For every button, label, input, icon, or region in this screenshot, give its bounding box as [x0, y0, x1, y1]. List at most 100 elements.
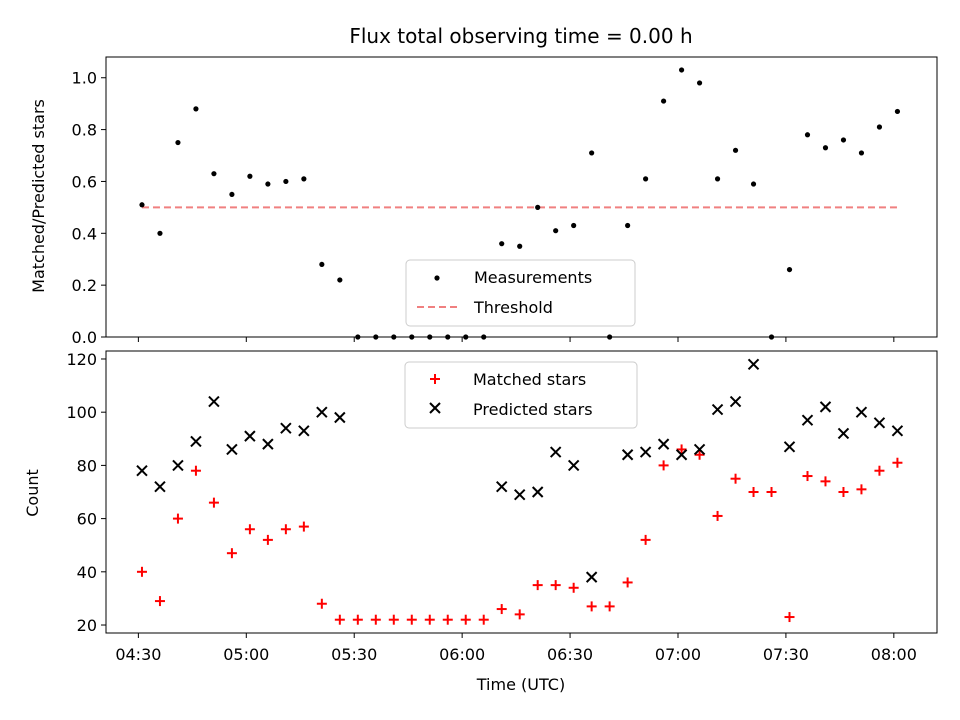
predicted-star-point: [729, 395, 742, 408]
matched-star-point: [424, 614, 435, 625]
measurement-point: [301, 176, 307, 182]
measurement-point: [696, 80, 703, 86]
predicted-star-point: [657, 438, 670, 450]
matched-star-point: [622, 577, 633, 588]
matched-star-point: [334, 614, 345, 625]
predicted-star-point: [334, 411, 346, 424]
measurement-point: [229, 191, 235, 198]
matched-star-point: [820, 476, 831, 487]
predicted-star-point: [891, 425, 904, 437]
measurement-point: [211, 171, 217, 177]
legend-measurements-marker: [434, 275, 440, 281]
matched-star-point: [478, 614, 489, 625]
measurement-point: [157, 230, 163, 236]
matched-star-point: [226, 548, 237, 559]
measurement-point: [714, 176, 721, 182]
top-subplot: Flux total observing time = 0.00 h Match…: [29, 24, 938, 347]
measurement-point: [804, 132, 811, 138]
predicted-star-point: [154, 480, 166, 493]
predicted-star-point: [873, 417, 886, 429]
measurement-point: [283, 178, 289, 185]
bottom-x-tick-label: 06:30: [547, 645, 593, 664]
matched-star-point: [784, 612, 795, 623]
predicted-star-point: [747, 358, 760, 371]
legend-predicted-label: Predicted stars: [473, 400, 593, 419]
bottom-x-axis-label: Time (UTC): [476, 675, 565, 694]
top-y-ticks: 0.0 0.2 0.4 0.6 0.8 1.0: [72, 69, 106, 347]
bottom-y-tick-label: 60: [77, 510, 97, 529]
bottom-x-tick-label: 07:00: [655, 645, 701, 664]
top-chart-title: Flux total observing time = 0.00 h: [349, 24, 692, 48]
measurement-point: [517, 243, 523, 249]
bottom-y-tick-label: 100: [66, 403, 97, 422]
top-y-tick-label: 0.2: [72, 276, 97, 295]
legend-matched-label: Matched stars: [473, 370, 586, 389]
predicted-star-point: [496, 480, 508, 493]
bottom-x-tick-label: 08:00: [871, 645, 917, 664]
top-x-ticks: [137, 337, 895, 342]
predicted-star-point: [262, 438, 274, 450]
matched-star-point: [442, 614, 453, 625]
matched-star-point: [658, 460, 669, 471]
predicted-star-point: [226, 443, 238, 456]
bottom-y-tick-label: 120: [66, 350, 97, 369]
bottom-x-tick-label: 04:30: [115, 645, 161, 664]
measurement-point: [265, 181, 271, 187]
bottom-y-tick-label: 80: [77, 456, 97, 475]
measurement-point: [858, 150, 865, 156]
predicted-star-point: [819, 401, 832, 413]
predicted-star-point: [513, 488, 526, 501]
bottom-y-tick-label: 40: [77, 563, 97, 582]
measurement-point: [319, 261, 325, 268]
top-y-tick-label: 0.0: [72, 328, 97, 347]
matched-star-point: [298, 521, 309, 532]
matched-star-point: [550, 580, 561, 591]
matched-star-point: [262, 534, 273, 545]
predicted-star-point: [549, 446, 562, 458]
predicted-star-point: [621, 449, 634, 461]
matched-star-point: [154, 596, 165, 607]
bottom-subplot: Count Time (UTC) 20 40 60 80 100 120 04:30 05:…: [23, 350, 938, 694]
bottom-plot-marks: [136, 358, 904, 625]
measurement-point: [786, 266, 793, 273]
measurement-point: [678, 67, 685, 73]
bottom-legend-box: [404, 361, 638, 429]
top-plot-marks: [139, 67, 901, 340]
measurement-point: [139, 202, 145, 208]
measurement-point: [822, 145, 829, 151]
predicted-star-point: [244, 430, 256, 442]
predicted-star-point: [567, 459, 580, 472]
measurement-point: [193, 106, 199, 112]
top-legend: Measurements Threshold: [405, 259, 636, 327]
top-legend-box: [405, 259, 636, 327]
legend-matched-marker: [430, 374, 440, 384]
matched-star-point: [316, 598, 327, 609]
measurement-point: [750, 181, 757, 187]
measurement-point: [660, 98, 667, 104]
measurement-point: [247, 173, 253, 179]
matched-star-point: [766, 487, 777, 497]
matched-star-point: [730, 473, 741, 484]
matched-star-point: [568, 582, 579, 593]
matched-star-point: [694, 449, 705, 460]
predicted-star-point: [783, 441, 796, 453]
matched-star-point: [406, 614, 417, 625]
predicted-star-point: [711, 403, 724, 416]
measurement-point: [840, 137, 847, 143]
matched-star-point: [586, 601, 597, 612]
matched-star-point: [532, 580, 543, 591]
matched-star-point: [604, 601, 615, 612]
predicted-star-point: [136, 465, 148, 477]
predicted-star-point: [801, 414, 814, 426]
bottom-x-tick-label: 05:00: [223, 645, 269, 664]
bottom-x-tick-label: 05:30: [331, 645, 377, 664]
matched-star-point: [838, 487, 849, 497]
predicted-star-point: [693, 443, 706, 456]
predicted-star-point: [855, 406, 868, 418]
bottom-x-tick-label: 07:30: [763, 645, 809, 664]
matched-star-point: [874, 465, 885, 476]
top-plot-frame: [105, 56, 938, 338]
predicted-star-point: [190, 435, 202, 448]
matched-star-point: [460, 614, 471, 625]
